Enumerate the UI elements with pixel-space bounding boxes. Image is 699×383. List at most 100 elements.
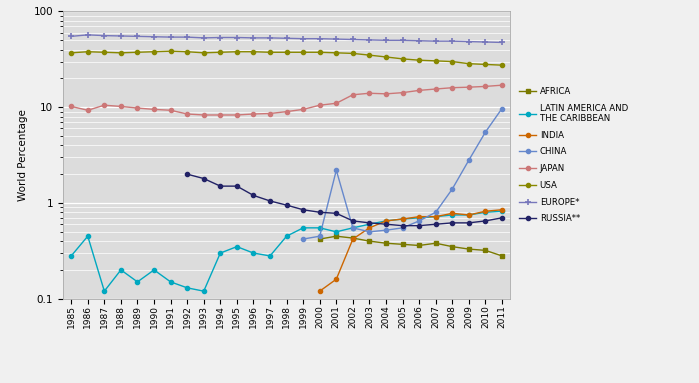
LATIN AMERICA AND
THE CARIBBEAN [498, 209, 506, 214]
Line: JAPAN: JAPAN [69, 83, 504, 117]
RUSSIA** [183, 172, 192, 177]
EUROPE* [431, 39, 440, 43]
LATIN AMERICA AND
THE CARIBBEAN [233, 244, 241, 249]
LATIN AMERICA AND
THE CARIBBEAN [398, 217, 407, 221]
INDIA [332, 277, 340, 282]
EUROPE* [250, 36, 258, 40]
USA [282, 50, 291, 54]
INDIA [498, 208, 506, 212]
JAPAN [299, 107, 308, 112]
USA [481, 62, 489, 67]
Line: CHINA: CHINA [301, 106, 504, 241]
AFRICA [415, 243, 424, 248]
RUSSIA** [415, 223, 424, 228]
Line: INDIA: INDIA [317, 208, 504, 293]
USA [84, 49, 92, 54]
RUSSIA** [465, 221, 473, 225]
JAPAN [216, 113, 224, 117]
USA [332, 51, 340, 55]
LATIN AMERICA AND
THE CARIBBEAN [84, 234, 92, 239]
Line: AFRICA: AFRICA [317, 234, 505, 259]
Legend: AFRICA, LATIN AMERICA AND
THE CARIBBEAN, INDIA, CHINA, JAPAN, USA, EUROPE*, RUSS: AFRICA, LATIN AMERICA AND THE CARIBBEAN,… [519, 87, 628, 223]
USA [216, 50, 224, 54]
JAPAN [382, 92, 390, 96]
INDIA [448, 211, 456, 216]
CHINA [382, 228, 390, 232]
CHINA [299, 237, 308, 241]
CHINA [415, 219, 424, 223]
USA [199, 51, 208, 55]
EUROPE* [382, 38, 390, 43]
USA [134, 50, 142, 54]
LATIN AMERICA AND
THE CARIBBEAN [282, 234, 291, 239]
RUSSIA** [398, 223, 407, 228]
AFRICA [448, 244, 456, 249]
LATIN AMERICA AND
THE CARIBBEAN [299, 226, 308, 230]
EUROPE* [100, 33, 108, 38]
LATIN AMERICA AND
THE CARIBBEAN [117, 268, 125, 272]
EUROPE* [282, 36, 291, 41]
INDIA [415, 214, 424, 219]
LATIN AMERICA AND
THE CARIBBEAN [150, 268, 158, 272]
EUROPE* [117, 34, 125, 38]
RUSSIA** [349, 219, 357, 223]
AFRICA [465, 247, 473, 251]
JAPAN [315, 103, 324, 108]
JAPAN [117, 104, 125, 109]
USA [166, 49, 175, 54]
INDIA [481, 209, 489, 214]
RUSSIA** [448, 221, 456, 225]
JAPAN [366, 91, 374, 95]
JAPAN [415, 88, 424, 93]
RUSSIA** [199, 176, 208, 181]
EUROPE* [349, 37, 357, 42]
Line: RUSSIA**: RUSSIA** [185, 172, 504, 228]
USA [299, 50, 308, 54]
CHINA [332, 168, 340, 172]
EUROPE* [481, 40, 489, 44]
USA [100, 50, 108, 54]
CHINA [366, 229, 374, 234]
RUSSIA** [366, 221, 374, 225]
RUSSIA** [233, 184, 241, 188]
CHINA [465, 158, 473, 162]
USA [315, 50, 324, 54]
JAPAN [349, 92, 357, 97]
USA [67, 51, 75, 55]
LATIN AMERICA AND
THE CARIBBEAN [134, 280, 142, 284]
INDIA [349, 237, 357, 241]
LATIN AMERICA AND
THE CARIBBEAN [481, 210, 489, 214]
EUROPE* [366, 38, 374, 42]
AFRICA [498, 254, 506, 258]
EUROPE* [216, 35, 224, 40]
Line: EUROPE*: EUROPE* [68, 31, 505, 46]
EUROPE* [398, 38, 407, 43]
USA [250, 49, 258, 54]
LATIN AMERICA AND
THE CARIBBEAN [183, 286, 192, 290]
USA [448, 59, 456, 64]
JAPAN [481, 84, 489, 89]
EUROPE* [315, 36, 324, 41]
AFRICA [382, 241, 390, 246]
LATIN AMERICA AND
THE CARIBBEAN [448, 213, 456, 217]
EUROPE* [150, 34, 158, 39]
LATIN AMERICA AND
THE CARIBBEAN [465, 213, 473, 217]
CHINA [481, 130, 489, 134]
EUROPE* [183, 35, 192, 39]
INDIA [465, 213, 473, 217]
LATIN AMERICA AND
THE CARIBBEAN [349, 226, 357, 230]
USA [498, 63, 506, 67]
INDIA [382, 219, 390, 223]
CHINA [431, 210, 440, 214]
USA [349, 51, 357, 56]
EUROPE* [233, 35, 241, 40]
EUROPE* [415, 38, 424, 43]
AFRICA [431, 241, 440, 246]
RUSSIA** [315, 210, 324, 214]
RUSSIA** [299, 208, 308, 212]
EUROPE* [332, 37, 340, 41]
JAPAN [233, 113, 241, 117]
JAPAN [67, 104, 75, 109]
LATIN AMERICA AND
THE CARIBBEAN [366, 222, 374, 226]
Line: USA: USA [69, 49, 504, 67]
